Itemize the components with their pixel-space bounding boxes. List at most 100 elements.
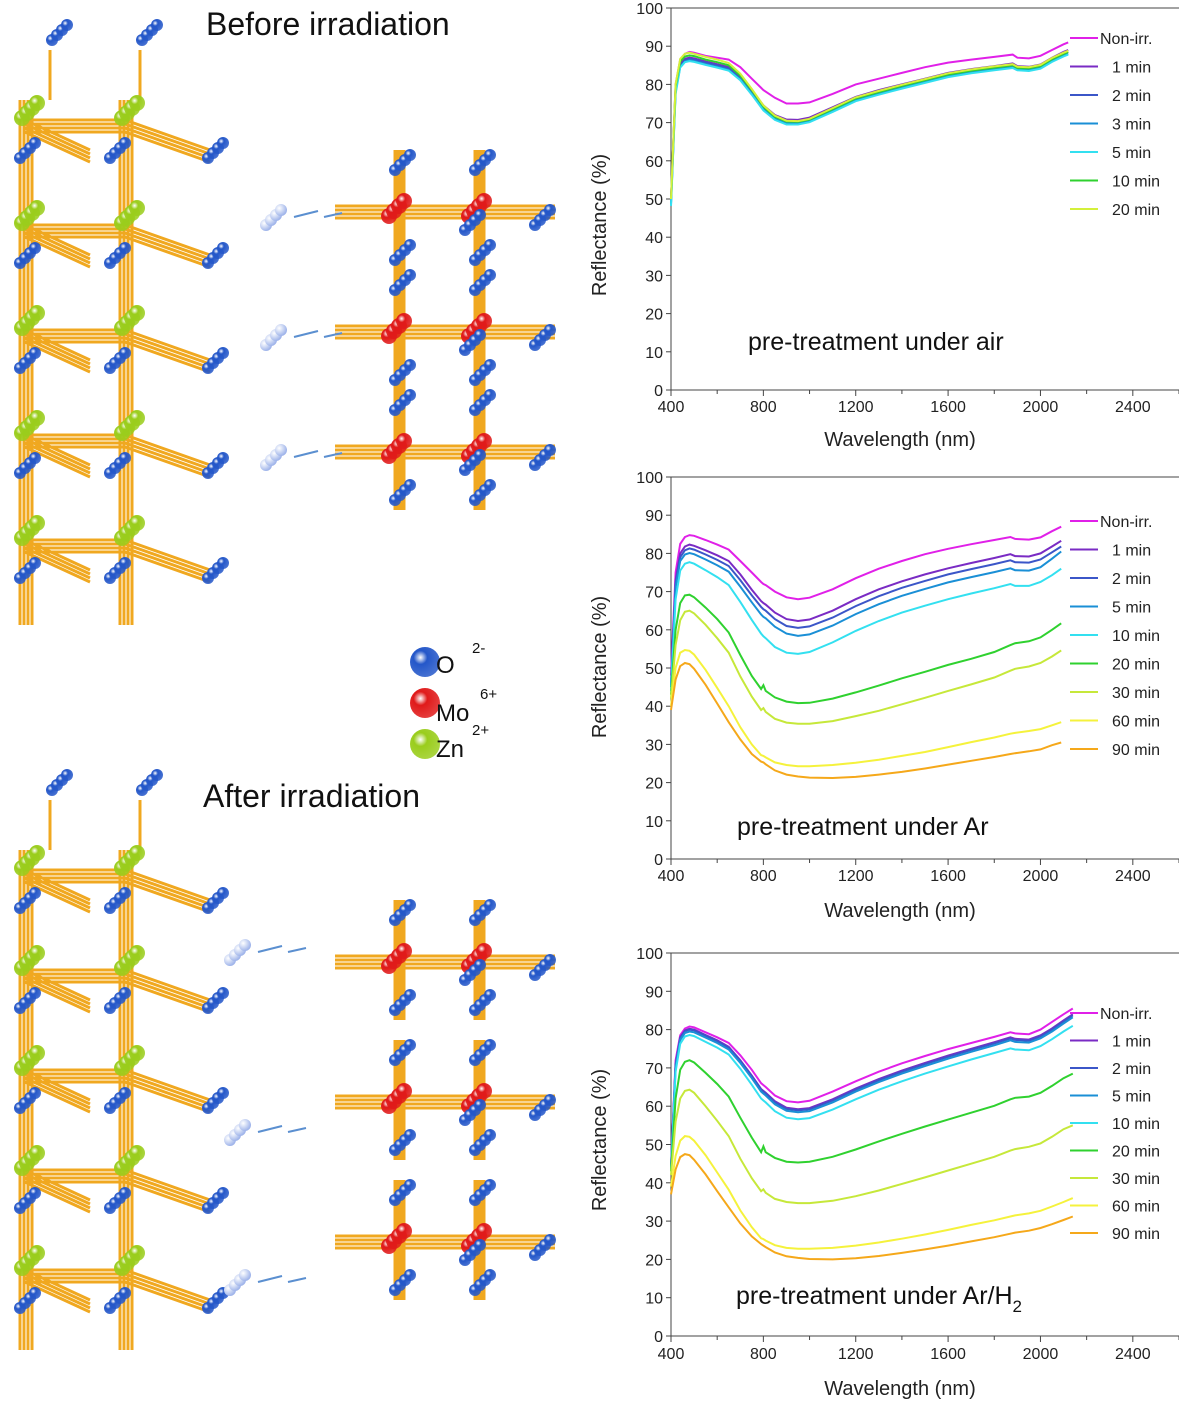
bond bbox=[124, 538, 211, 572]
oxygen-atom bbox=[404, 989, 416, 1001]
y-tick-label: 50 bbox=[645, 661, 663, 678]
series-line bbox=[670, 525, 1062, 676]
x-tick-label: 2400 bbox=[1115, 399, 1151, 416]
zinc-atom bbox=[129, 1245, 145, 1261]
oxygen-atom bbox=[404, 359, 416, 371]
zinc-atom bbox=[29, 1245, 45, 1261]
oxygen-atom bbox=[29, 1087, 41, 1099]
y-tick-label: 70 bbox=[645, 1061, 663, 1078]
series-line bbox=[670, 1059, 1074, 1172]
legend-label: 2 min bbox=[1112, 88, 1151, 105]
pretreatment-annotation: pre-treatment under Ar/H2 bbox=[736, 1282, 1022, 1316]
bond bbox=[124, 880, 211, 914]
reflectance-charts-panel: 0 10 20 30 40 50 60 70 80 90 100 400 800 1200 1600 2000… bbox=[580, 0, 1179, 1402]
y-tick-label: 70 bbox=[645, 585, 663, 602]
series-line bbox=[670, 1135, 1074, 1250]
y-tick-label: 30 bbox=[645, 268, 663, 285]
oxygen-atom bbox=[151, 769, 163, 781]
oxygen-atom bbox=[474, 1099, 486, 1111]
legend-label: 5 min bbox=[1112, 1089, 1151, 1106]
y-tick-label: 60 bbox=[645, 623, 663, 640]
bond bbox=[24, 445, 91, 479]
legend-label: 1 min bbox=[1112, 1034, 1151, 1051]
oxygen-atom bbox=[119, 137, 131, 149]
molybdenum-atom bbox=[476, 193, 492, 209]
oxygen-atom bbox=[217, 137, 229, 149]
x-axis-title: Wavelength (nm) bbox=[824, 1378, 976, 1400]
legend-label: 3 min bbox=[1112, 117, 1151, 134]
x-tick-label: 1600 bbox=[930, 399, 966, 416]
oxygen-atom bbox=[474, 1239, 486, 1251]
legend-label: 30 min bbox=[1112, 685, 1160, 702]
legend-label: 1 min bbox=[1112, 60, 1151, 77]
oxygen-vacancy-atom bbox=[275, 444, 287, 456]
molybdenum-atom bbox=[476, 1223, 492, 1239]
molybdenum-atom bbox=[476, 433, 492, 449]
oxygen-atom bbox=[404, 1269, 416, 1281]
legend-label: Non-irr. bbox=[1100, 514, 1152, 531]
legend-label: 60 min bbox=[1112, 1199, 1160, 1216]
oxygen-atom bbox=[29, 137, 41, 149]
x-tick-label: 400 bbox=[658, 868, 685, 885]
before-irradiation-title: Before irradiation bbox=[206, 6, 450, 42]
x-tick-label: 1600 bbox=[930, 1346, 966, 1363]
zinc-atom bbox=[29, 845, 45, 861]
y-tick-label: 20 bbox=[645, 1252, 663, 1269]
oxygen-atom bbox=[404, 389, 416, 401]
oxygen-atom bbox=[61, 19, 73, 31]
series-line bbox=[670, 593, 1062, 705]
ion-legend-ball-zn bbox=[410, 729, 440, 759]
ion-legend-ball-mo bbox=[410, 688, 440, 718]
legend-label: 2 min bbox=[1112, 571, 1151, 588]
bond bbox=[124, 1076, 211, 1110]
series-line bbox=[670, 648, 1062, 768]
migration-arrow bbox=[293, 330, 319, 338]
oxygen-atom bbox=[29, 1287, 41, 1299]
oxygen-atom bbox=[404, 239, 416, 251]
legend-label: 60 min bbox=[1112, 714, 1160, 731]
zinc-atom bbox=[129, 305, 145, 321]
oxygen-atom bbox=[484, 989, 496, 1001]
y-axis-title: Reflectance (%) bbox=[589, 154, 611, 296]
oxygen-atom bbox=[404, 479, 416, 491]
x-tick-label: 1200 bbox=[838, 399, 874, 416]
bond bbox=[124, 445, 211, 479]
bond bbox=[124, 1172, 211, 1206]
ion-charge-oxygen: 2- bbox=[472, 640, 486, 657]
y-tick-label: 0 bbox=[654, 1329, 663, 1346]
bond bbox=[124, 546, 211, 580]
molybdenum-atom bbox=[396, 1223, 412, 1239]
x-tick-label: 800 bbox=[750, 868, 777, 885]
oxygen-atom bbox=[119, 347, 131, 359]
after-irradiation-title: After irradiation bbox=[203, 778, 420, 814]
bond bbox=[124, 223, 211, 257]
oxygen-vacancy-atom bbox=[239, 1119, 251, 1131]
legend-label: 20 min bbox=[1112, 202, 1160, 219]
bond bbox=[124, 441, 211, 475]
bond bbox=[124, 332, 211, 366]
oxygen-atom bbox=[61, 769, 73, 781]
oxygen-atom bbox=[29, 347, 41, 359]
legend-label: 20 min bbox=[1112, 657, 1160, 674]
ion-label-zinc: Zn bbox=[436, 736, 465, 763]
oxygen-atom bbox=[217, 1187, 229, 1199]
oxygen-atom bbox=[484, 1269, 496, 1281]
migration-arrow bbox=[257, 1275, 283, 1283]
migration-arrow bbox=[293, 450, 319, 458]
oxygen-atom bbox=[474, 209, 486, 221]
series-line bbox=[670, 1024, 1074, 1172]
x-tick-label: 1200 bbox=[838, 868, 874, 885]
oxygen-atom bbox=[119, 557, 131, 569]
ion-charge-molybdenum: 6+ bbox=[480, 686, 498, 703]
y-tick-label: 50 bbox=[645, 192, 663, 209]
crystal-structure-drawing bbox=[14, 19, 556, 1350]
legend-label: 5 min bbox=[1112, 145, 1151, 162]
oxygen-atom bbox=[119, 1087, 131, 1099]
series-line bbox=[670, 545, 1062, 686]
oxygen-atom bbox=[484, 389, 496, 401]
x-tick-label: 800 bbox=[750, 399, 777, 416]
molybdenum-atom bbox=[396, 313, 412, 329]
oxygen-atom bbox=[119, 887, 131, 899]
y-tick-label: 50 bbox=[645, 1138, 663, 1155]
pretreatment-annotation: pre-treatment under air bbox=[748, 328, 1004, 356]
